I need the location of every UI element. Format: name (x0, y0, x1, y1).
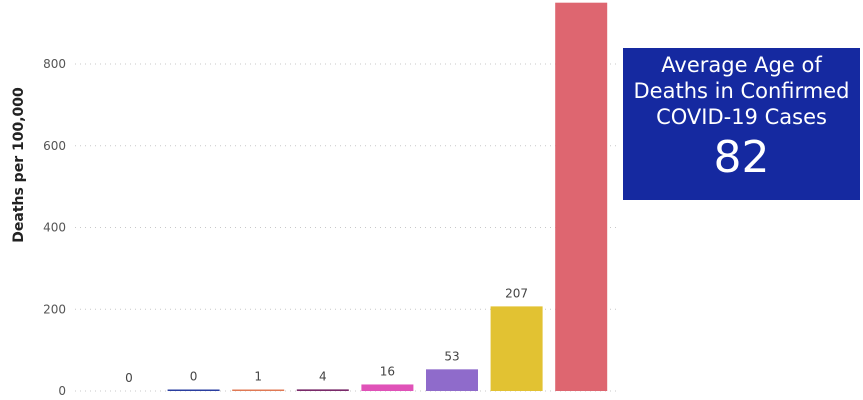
bar[interactable] (361, 384, 414, 391)
y-axis-ticks: 0 200 400 600 800 (43, 57, 66, 398)
bar-data-label: 207 (505, 286, 528, 300)
bar-data-label: 53 (444, 349, 459, 363)
bar[interactable] (167, 389, 220, 392)
bar[interactable] (555, 2, 608, 391)
y-tick-label: 600 (43, 139, 66, 153)
bar-data-label: 4 (319, 369, 327, 383)
y-tick-label: 0 (58, 384, 66, 398)
deaths-bar-chart: 0 200 400 600 800 0 0 1 4 16 53 207 Deaths per 100… (11, 2, 620, 398)
bar-data-label: 16 (380, 364, 395, 378)
bar-data-label: 0 (190, 370, 198, 384)
y-tick-label: 400 (43, 221, 66, 235)
bar[interactable] (490, 306, 543, 391)
y-tick-label: 800 (43, 57, 66, 71)
data-labels: 0 0 1 4 16 53 207 (125, 286, 528, 385)
bar-data-label: 1 (254, 370, 262, 384)
kpi-card-value: 82 (713, 132, 770, 183)
bar[interactable] (232, 389, 285, 392)
bar[interactable] (426, 369, 478, 391)
kpi-card-title: Average Age of Deaths in Confirmed COVID… (633, 53, 850, 129)
bars (167, 2, 608, 392)
y-axis-title: Deaths per 100,000 (11, 87, 27, 243)
kpi-card: Average Age of Deaths in Confirmed COVID… (623, 48, 860, 200)
bar[interactable] (296, 389, 349, 391)
bar-data-label: 0 (125, 371, 133, 385)
y-tick-label: 200 (43, 302, 66, 316)
